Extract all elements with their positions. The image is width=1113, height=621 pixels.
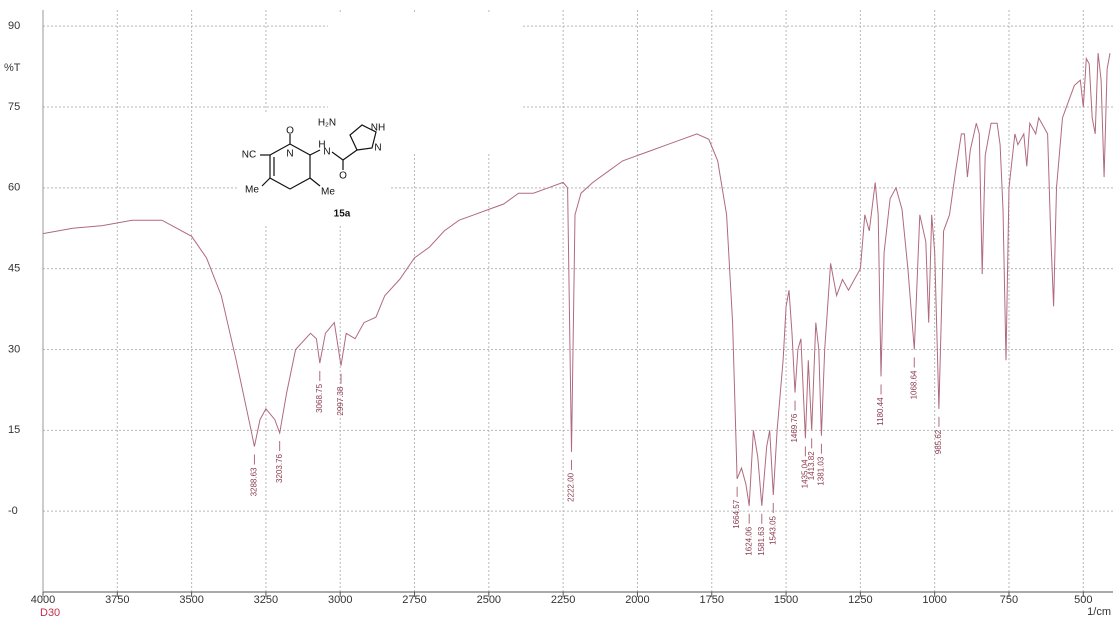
x-tick-label: 3750	[105, 594, 129, 606]
x-tick-label: 1750	[700, 594, 724, 606]
plot-area: -0 15 30 45 60 75 90 4000 3750 3500 3250 3000 2750 25…	[8, 10, 1113, 606]
x-tick-label: 2750	[402, 594, 426, 606]
peak-label: 1180.44	[876, 397, 885, 426]
x-tick-label: 2000	[625, 594, 649, 606]
y-axis-label: %T	[4, 62, 21, 74]
x-tick-label: 4000	[31, 594, 55, 606]
atom-label: NH	[371, 123, 385, 134]
x-tick-label: 750	[1000, 594, 1018, 606]
y-tick-label: 60	[8, 182, 20, 194]
x-axis-label: 1/cm	[1087, 606, 1111, 618]
atom-label: H₂N	[318, 118, 336, 129]
atom-label: O	[286, 126, 294, 137]
x-tick-label: 500	[1074, 594, 1092, 606]
atom-label: N	[286, 149, 293, 160]
compound-label: 15a	[334, 209, 351, 220]
peak-label: 2997.38	[336, 386, 345, 415]
y-tick-label: 45	[8, 263, 20, 275]
peak-label: 1068.64	[909, 370, 918, 399]
x-tick-label: 2500	[477, 594, 501, 606]
atom-label: NC	[242, 150, 256, 161]
spectrum-line	[42, 53, 1111, 506]
peak-label: 1581.63	[757, 526, 766, 555]
atom-label: H	[318, 140, 325, 151]
x-tick-label: 3250	[254, 594, 278, 606]
y-tick-label: 15	[8, 424, 20, 436]
sample-label: D30	[40, 607, 60, 619]
y-tick-label: 75	[8, 101, 20, 113]
peak-label: 1435.04	[800, 459, 809, 488]
structure	[237, 113, 389, 225]
x-tick-label: 1000	[922, 594, 946, 606]
atom-label: N	[323, 147, 330, 158]
atom-label: O	[339, 171, 347, 182]
y-tick-label: 90	[8, 20, 20, 32]
peak-label: 1469.76	[790, 413, 799, 442]
peak-label: 1381.03	[817, 456, 826, 485]
peak-label: 1413.82	[807, 451, 816, 480]
atom-label: Me	[245, 185, 259, 196]
y-tick-label: 30	[8, 343, 20, 355]
peak-label: 3203.76	[275, 453, 284, 482]
peak-label: 3288.63	[250, 467, 259, 496]
x-tick-label: 3500	[179, 594, 203, 606]
x-tick-label: 3000	[328, 594, 352, 606]
peak-label: 1624.06	[744, 526, 753, 555]
peak-label: 1543.05	[768, 515, 777, 544]
peak-label: 2222.00	[567, 472, 576, 501]
atom-label: N	[374, 143, 381, 154]
x-tick-label: 2250	[551, 594, 575, 606]
atom-label: Me	[321, 187, 335, 198]
x-tick-label: 1500	[774, 594, 798, 606]
peak-label: 1664.57	[732, 499, 741, 528]
peak-label: 985.62	[934, 429, 943, 454]
x-tick-label: 1250	[848, 594, 872, 606]
peak-label: 3068.75	[315, 383, 324, 412]
y-tick-label: -0	[8, 505, 18, 517]
